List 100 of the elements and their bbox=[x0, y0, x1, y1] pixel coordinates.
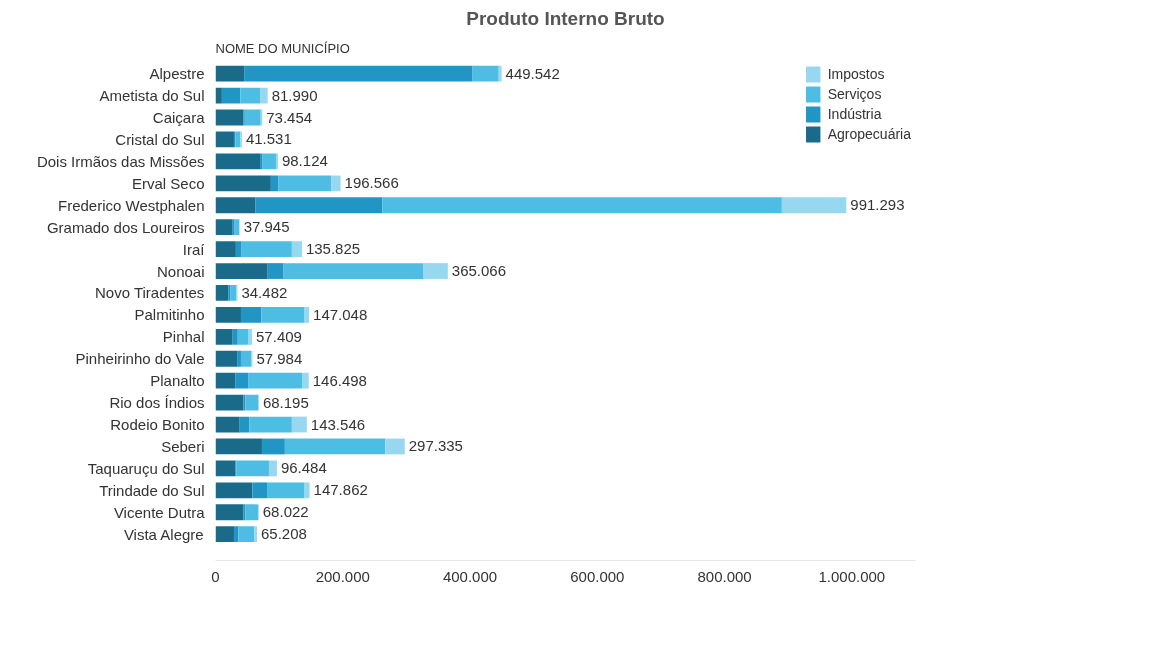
y-tick-label: Planalto bbox=[150, 372, 205, 390]
total-label: 34.482 bbox=[241, 283, 288, 301]
bar bbox=[215, 328, 233, 345]
y-tick-label: Rio dos Índios bbox=[109, 394, 205, 412]
total-label: 449.542 bbox=[505, 64, 560, 82]
y-tick-label: Dois Irmãos das Missões bbox=[36, 152, 205, 170]
bar bbox=[781, 197, 847, 214]
y-tick-label: Nonoai bbox=[156, 262, 205, 280]
x-tick-label: 0 bbox=[211, 567, 220, 585]
bar bbox=[498, 65, 502, 82]
bar bbox=[270, 175, 279, 192]
bar bbox=[215, 175, 271, 192]
y-tick-label: Pinhal bbox=[162, 328, 205, 346]
total-label: 57.409 bbox=[256, 327, 302, 345]
bar bbox=[215, 416, 240, 433]
total-label: 98.124 bbox=[281, 152, 328, 170]
bar bbox=[261, 438, 285, 455]
bar bbox=[255, 197, 383, 214]
bar bbox=[215, 460, 236, 477]
bar bbox=[240, 350, 252, 367]
total-label: 65.208 bbox=[261, 525, 307, 543]
bar bbox=[241, 241, 292, 257]
bar bbox=[233, 526, 239, 543]
bar bbox=[284, 438, 386, 455]
bar bbox=[215, 87, 222, 104]
y-tick-label: Seberi bbox=[161, 437, 205, 455]
bar bbox=[244, 65, 473, 82]
bar bbox=[215, 219, 233, 236]
total-label: 147.048 bbox=[313, 305, 368, 323]
bar bbox=[215, 241, 236, 257]
total-label: 68.195 bbox=[262, 393, 309, 411]
bar bbox=[254, 526, 257, 543]
total-label: 73.454 bbox=[266, 108, 313, 126]
y-axis-title: NOME DO MUNICÍPIO bbox=[215, 40, 350, 56]
y-tick-label: Novo Tiradentes bbox=[95, 284, 205, 302]
y-tick-label: Vista Alegre bbox=[123, 525, 204, 543]
bar bbox=[235, 241, 242, 257]
bar bbox=[215, 197, 256, 214]
total-label: 143.546 bbox=[310, 415, 366, 433]
y-tick-label: Frederico Westphalen bbox=[58, 196, 205, 214]
bar bbox=[215, 263, 268, 279]
bar bbox=[215, 438, 262, 455]
legend-label: Indústria bbox=[827, 105, 882, 124]
y-tick-label: Iraí bbox=[182, 240, 206, 258]
bar bbox=[331, 175, 341, 192]
bar bbox=[215, 153, 261, 170]
total-label: 991.293 bbox=[850, 196, 905, 214]
bar bbox=[291, 241, 302, 257]
bar bbox=[248, 372, 303, 389]
total-label: 297.335 bbox=[408, 437, 463, 455]
bar bbox=[237, 328, 249, 345]
total-label: 365.066 bbox=[451, 262, 507, 280]
total-label: 96.484 bbox=[280, 459, 327, 477]
total-label: 57.984 bbox=[256, 349, 303, 367]
bar bbox=[234, 219, 240, 236]
bar bbox=[235, 131, 241, 148]
bar bbox=[262, 153, 276, 170]
y-tick-label: Caiçara bbox=[152, 109, 206, 127]
bar bbox=[215, 526, 234, 543]
total-label: 37.945 bbox=[243, 218, 290, 236]
y-tick-label: Palmitinho bbox=[134, 306, 205, 324]
chart-title: Produto Interno Bruto bbox=[466, 7, 665, 29]
x-tick-label: 800.000 bbox=[697, 567, 752, 585]
bar bbox=[240, 306, 262, 323]
bar bbox=[302, 372, 309, 389]
bar bbox=[252, 482, 268, 499]
bar bbox=[215, 350, 238, 367]
bar bbox=[245, 504, 259, 521]
bar bbox=[215, 65, 245, 82]
bar bbox=[267, 263, 284, 279]
x-tick-label: 1.000.000 bbox=[818, 567, 886, 585]
y-tick-label: Gramado dos Loureiros bbox=[46, 218, 205, 236]
bar bbox=[236, 460, 269, 477]
legend-label: Impostos bbox=[827, 65, 885, 84]
bar bbox=[215, 372, 236, 389]
bar bbox=[240, 87, 261, 104]
total-label: 146.498 bbox=[312, 371, 367, 389]
total-label: 196.566 bbox=[344, 174, 399, 192]
bar bbox=[221, 87, 241, 104]
bar bbox=[260, 87, 268, 104]
bar bbox=[267, 482, 305, 499]
x-tick-label: 200.000 bbox=[315, 567, 370, 585]
bar bbox=[472, 65, 499, 82]
bar bbox=[245, 394, 259, 411]
bar bbox=[291, 416, 307, 433]
total-label: 135.825 bbox=[305, 240, 361, 258]
total-label: 41.531 bbox=[245, 130, 292, 148]
bar bbox=[249, 416, 292, 433]
x-tick-label: 600.000 bbox=[570, 567, 625, 585]
total-label: 68.022 bbox=[262, 503, 309, 521]
bar bbox=[238, 526, 255, 543]
bar bbox=[304, 482, 310, 499]
y-tick-label: Trindade do Sul bbox=[99, 481, 205, 499]
legend-label: Serviços bbox=[827, 85, 882, 104]
bar bbox=[232, 328, 238, 345]
bar bbox=[215, 482, 253, 499]
y-tick-label: Rodeio Bonito bbox=[110, 416, 205, 434]
bar bbox=[278, 175, 332, 192]
y-tick-label: Erval Seco bbox=[131, 174, 205, 192]
bar bbox=[215, 131, 234, 148]
